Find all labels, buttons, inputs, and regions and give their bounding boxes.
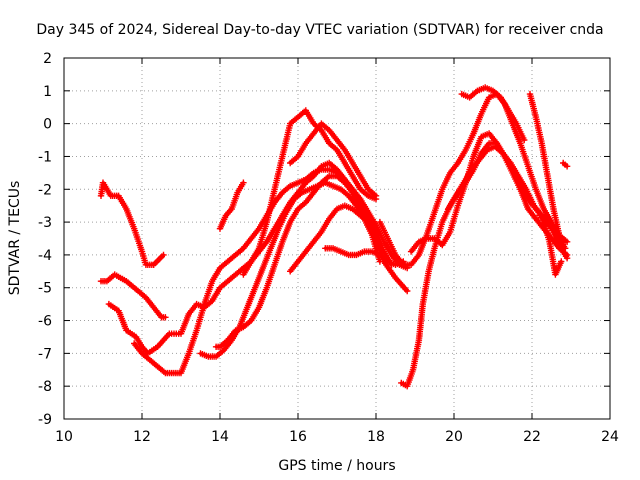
chart-title: Day 345 of 2024, Sidereal Day-to-day VTE…: [36, 22, 603, 38]
y-tick-label: 2: [43, 51, 52, 67]
series-markers: [526, 90, 563, 239]
x-tick-label: 20: [445, 429, 463, 445]
x-tick-label: 24: [601, 429, 619, 445]
series-track-2: [97, 271, 169, 321]
series-markers: [560, 159, 571, 170]
series-track-8: [240, 107, 380, 278]
series-markers: [445, 143, 569, 252]
y-tick-label: -5: [38, 281, 52, 297]
y-tick-label: -9: [38, 412, 52, 428]
y-tick-label: -7: [38, 346, 52, 362]
x-tick-label: 18: [367, 429, 385, 445]
series-track-10: [287, 202, 380, 275]
series-track-7: [216, 179, 247, 232]
x-tick-label: 12: [133, 429, 151, 445]
y-tick-label: 1: [43, 84, 52, 100]
y-tick-label: -4: [38, 248, 52, 264]
series-track-15: [445, 143, 569, 252]
grid-layer: [64, 58, 610, 419]
series-markers: [216, 179, 247, 232]
series-markers: [536, 212, 565, 278]
x-axis-label: GPS time / hours: [278, 458, 395, 474]
series-track-18: [536, 212, 565, 278]
series-markers: [322, 245, 407, 268]
y-tick-label: -8: [38, 379, 52, 395]
series-track-9: [287, 120, 380, 199]
x-tick-label: 10: [55, 429, 73, 445]
series-markers: [97, 271, 169, 321]
y-tick-label: -2: [38, 182, 52, 198]
series-track-16: [458, 84, 528, 144]
series-markers: [287, 120, 380, 199]
series-layer: [97, 84, 571, 390]
x-tick-label: 14: [211, 429, 229, 445]
x-tick-label: 22: [523, 429, 541, 445]
series-markers: [458, 84, 528, 144]
y-tick-label: 0: [43, 117, 52, 133]
series-track-19: [560, 159, 571, 170]
plot-frame: [63, 57, 611, 420]
series-markers: [97, 179, 167, 268]
series-track-1: [97, 179, 167, 268]
series-track-17: [526, 90, 563, 239]
series-track-11: [322, 245, 407, 268]
y-tick-label: -6: [38, 314, 52, 330]
series-markers: [287, 202, 380, 275]
y-axis-label: SDTVAR / TECUs: [7, 181, 23, 296]
x-tick-label: 16: [289, 429, 307, 445]
y-tick-label: -1: [38, 149, 52, 165]
y-tick-label: -3: [38, 215, 52, 231]
